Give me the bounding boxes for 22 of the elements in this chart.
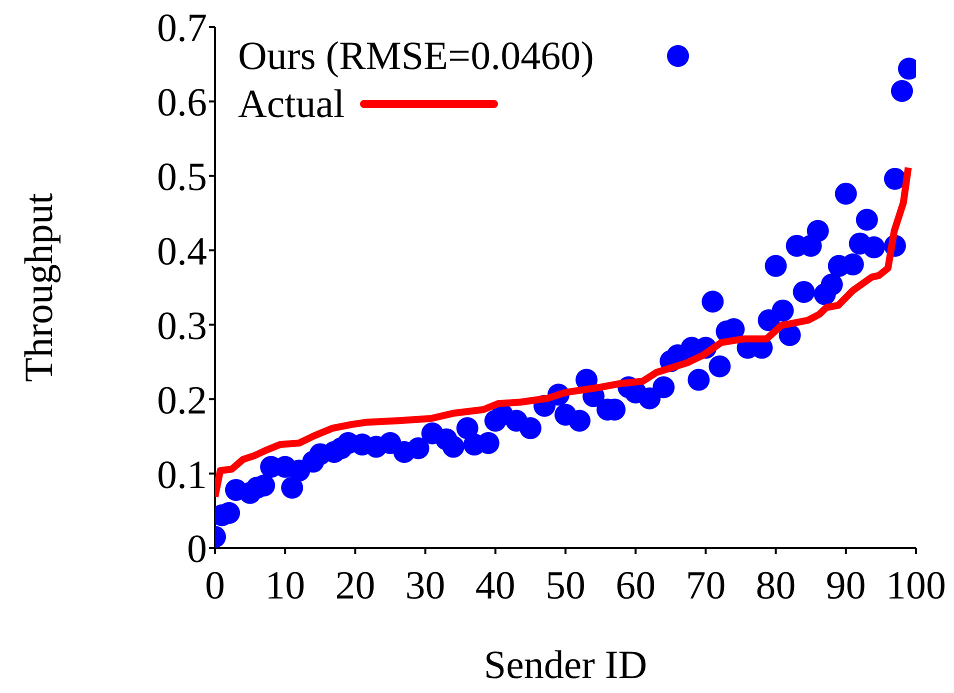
x-axis-title: Sender ID bbox=[484, 642, 648, 687]
y-tick-label: 0.2 bbox=[157, 377, 207, 422]
legend-label: Actual bbox=[238, 80, 345, 128]
y-axis-title: Throughput bbox=[16, 193, 62, 382]
x-tick-label: 20 bbox=[335, 562, 376, 608]
x-tick-label: 10 bbox=[265, 562, 306, 608]
x-tick-label: 60 bbox=[616, 562, 656, 608]
y-tick-label: 0 bbox=[187, 526, 207, 572]
y-tick-label: 0.3 bbox=[157, 302, 207, 348]
x-tick-label: 40 bbox=[475, 562, 516, 608]
x-tick-label: 30 bbox=[405, 562, 446, 608]
y-tick-label: 0.1 bbox=[157, 452, 207, 497]
x-tick-label: 50 bbox=[546, 562, 586, 608]
x-tick-label: 90 bbox=[826, 562, 866, 608]
y-tick-label: 0.7 bbox=[157, 5, 207, 50]
legend-label: Ours (RMSE=0.0460) bbox=[238, 32, 594, 80]
x-tick-label: 70 bbox=[686, 562, 726, 608]
x-tick-label: 100 bbox=[886, 562, 946, 608]
y-tick-label: 0.6 bbox=[157, 80, 207, 125]
y-tick-label: 0.4 bbox=[157, 228, 207, 274]
y-tick-label: 0.5 bbox=[157, 154, 207, 200]
x-tick-label: 80 bbox=[756, 562, 796, 608]
